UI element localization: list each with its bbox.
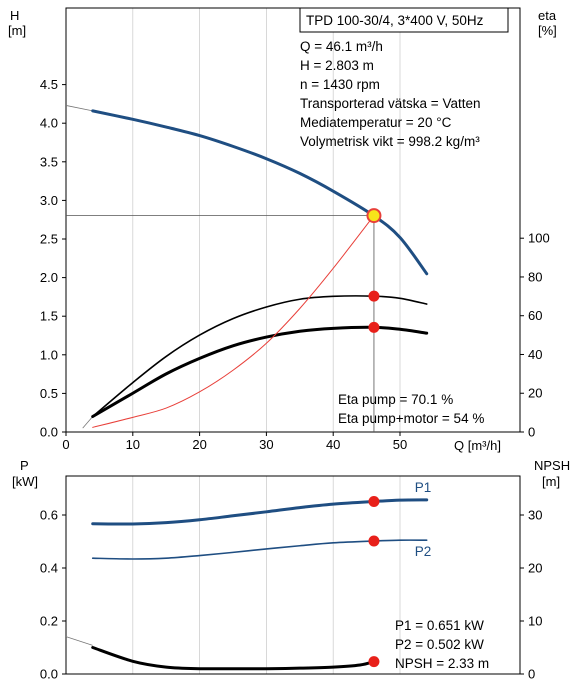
eta-total-marker (368, 321, 380, 333)
top-grid (132, 8, 401, 432)
top-left-tick-label: 4.5 (40, 77, 58, 92)
top-x-tick-label: 20 (192, 437, 206, 452)
bottom-value-text: P1 = 0.651 kW P2 = 0.502 kW NPSH = 2.33 m (395, 618, 489, 671)
info-line: Transporterad vätska = Vatten (300, 96, 480, 111)
bottom-left-tick-label: 0.4 (40, 561, 58, 576)
eta-pump-marker (368, 290, 380, 302)
top-markers (366, 208, 382, 333)
value-text-line: P1 = 0.651 kW (395, 618, 484, 633)
value-text-line: P2 = 0.502 kW (395, 637, 484, 652)
top-right-tick-label: 100 (528, 231, 550, 246)
top-right-tick-label: 40 (528, 347, 542, 362)
bottom-right-axis-label: NPSH (534, 458, 570, 473)
bottom-right-tick-label: 30 (528, 508, 542, 523)
info-line: H = 2.803 m (300, 58, 374, 73)
bottom-tick-labels: 0.0 0.2 0.4 0.6 0 10 20 30 (40, 508, 543, 682)
top-right-tick-label: 0 (528, 425, 535, 440)
bottom-left-tick-label: 0.2 (40, 614, 58, 629)
bottom-left-axis-unit: [kW] (12, 474, 38, 489)
info-line: n = 1430 rpm (300, 77, 380, 92)
curve-extension (65, 636, 93, 646)
top-tick-labels: 0.0 0.5 1.0 1.5 2.0 2.5 3.0 3.5 4.0 4.5 0 20 40 60 80 1… (40, 77, 550, 452)
info-line: Q = 46.1 m³/h (300, 39, 383, 54)
top-x-tick-label: 40 (326, 437, 340, 452)
bottom-right-tick-label: 0 (528, 667, 535, 682)
bottom-left-tick-label: 0.6 (40, 508, 58, 523)
curve-extension (65, 105, 93, 112)
top-left-tick-label: 1.5 (40, 309, 58, 324)
p2-marker (368, 535, 380, 547)
value-text-line: NPSH = 2.33 m (395, 656, 489, 671)
eta-text-line: Eta pump+motor = 54 % (338, 411, 484, 426)
curve-extension (82, 416, 94, 429)
bottom-left-axis-label: P (20, 458, 29, 473)
eta-text: Eta pump = 70.1 % Eta pump+motor = 54 % (338, 392, 484, 426)
series-eta_pump (91, 295, 428, 418)
top-left-axis-unit: [m] (8, 23, 26, 38)
top-x-tick-label: 10 (126, 437, 140, 452)
top-left-tick-label: 4.0 (40, 116, 58, 131)
top-right-tick-label: 80 (528, 269, 542, 284)
operating-point-marker (366, 208, 382, 224)
top-right-axis-label: eta (538, 8, 557, 23)
top-plot-frame (65, 7, 521, 433)
top-left-tick-label: 3.5 (40, 154, 58, 169)
top-x-tick-label: 50 (393, 437, 407, 452)
series-label-P2: P2 (415, 544, 432, 559)
p1-marker (368, 495, 380, 507)
series-eta_total (91, 325, 429, 418)
series-P2 (91, 539, 428, 560)
top-x-axis-label: Q [m³/h] (454, 438, 501, 453)
series-H (91, 109, 429, 276)
info-line: Volymetrisk vikt = 998.2 kg/m³ (300, 134, 480, 149)
top-x-tick-label: 30 (259, 437, 273, 452)
top-left-tick-label: 2.0 (40, 270, 58, 285)
top-right-tick-label: 20 (528, 386, 542, 401)
top-series (65, 105, 429, 432)
bottom-plot-frame (65, 475, 521, 675)
series-system (92, 215, 375, 428)
top-x-tick-label: 0 (62, 437, 69, 452)
series-NPSH (91, 646, 376, 671)
top-right-tick-label: 60 (528, 308, 542, 323)
top-right-axis-unit: [%] (538, 23, 557, 38)
top-left-tick-label: 1.0 (40, 347, 58, 362)
top-left-tick-label: 0.5 (40, 386, 58, 401)
bottom-right-tick-label: 20 (528, 561, 542, 576)
series-label-P1: P1 (415, 480, 432, 495)
info-lines: Q = 46.1 m³/h H = 2.803 m n = 1430 rpm Tran… (300, 39, 480, 149)
eta-text-line: Eta pump = 70.1 % (338, 392, 453, 407)
title-box-text: TPD 100-30/4, 3*400 V, 50Hz (306, 13, 484, 28)
bottom-grid (132, 476, 401, 674)
bottom-left-tick-label: 0.0 (40, 667, 58, 682)
npsh-marker (368, 656, 380, 668)
bottom-right-tick-label: 10 (528, 614, 542, 629)
top-left-tick-label: 2.5 (40, 232, 58, 247)
title-box (299, 7, 509, 33)
series-P1 (91, 498, 429, 526)
top-left-tick-label: 3.0 (40, 193, 58, 208)
bottom-series: P1 P2 (65, 480, 432, 671)
bottom-markers (368, 495, 380, 668)
top-left-tick-label: 0.0 (40, 425, 58, 440)
bottom-right-axis-unit: [m] (542, 474, 560, 489)
info-line: Mediatemperatur = 20 °C (300, 115, 452, 130)
top-left-axis-label: H (10, 8, 19, 23)
